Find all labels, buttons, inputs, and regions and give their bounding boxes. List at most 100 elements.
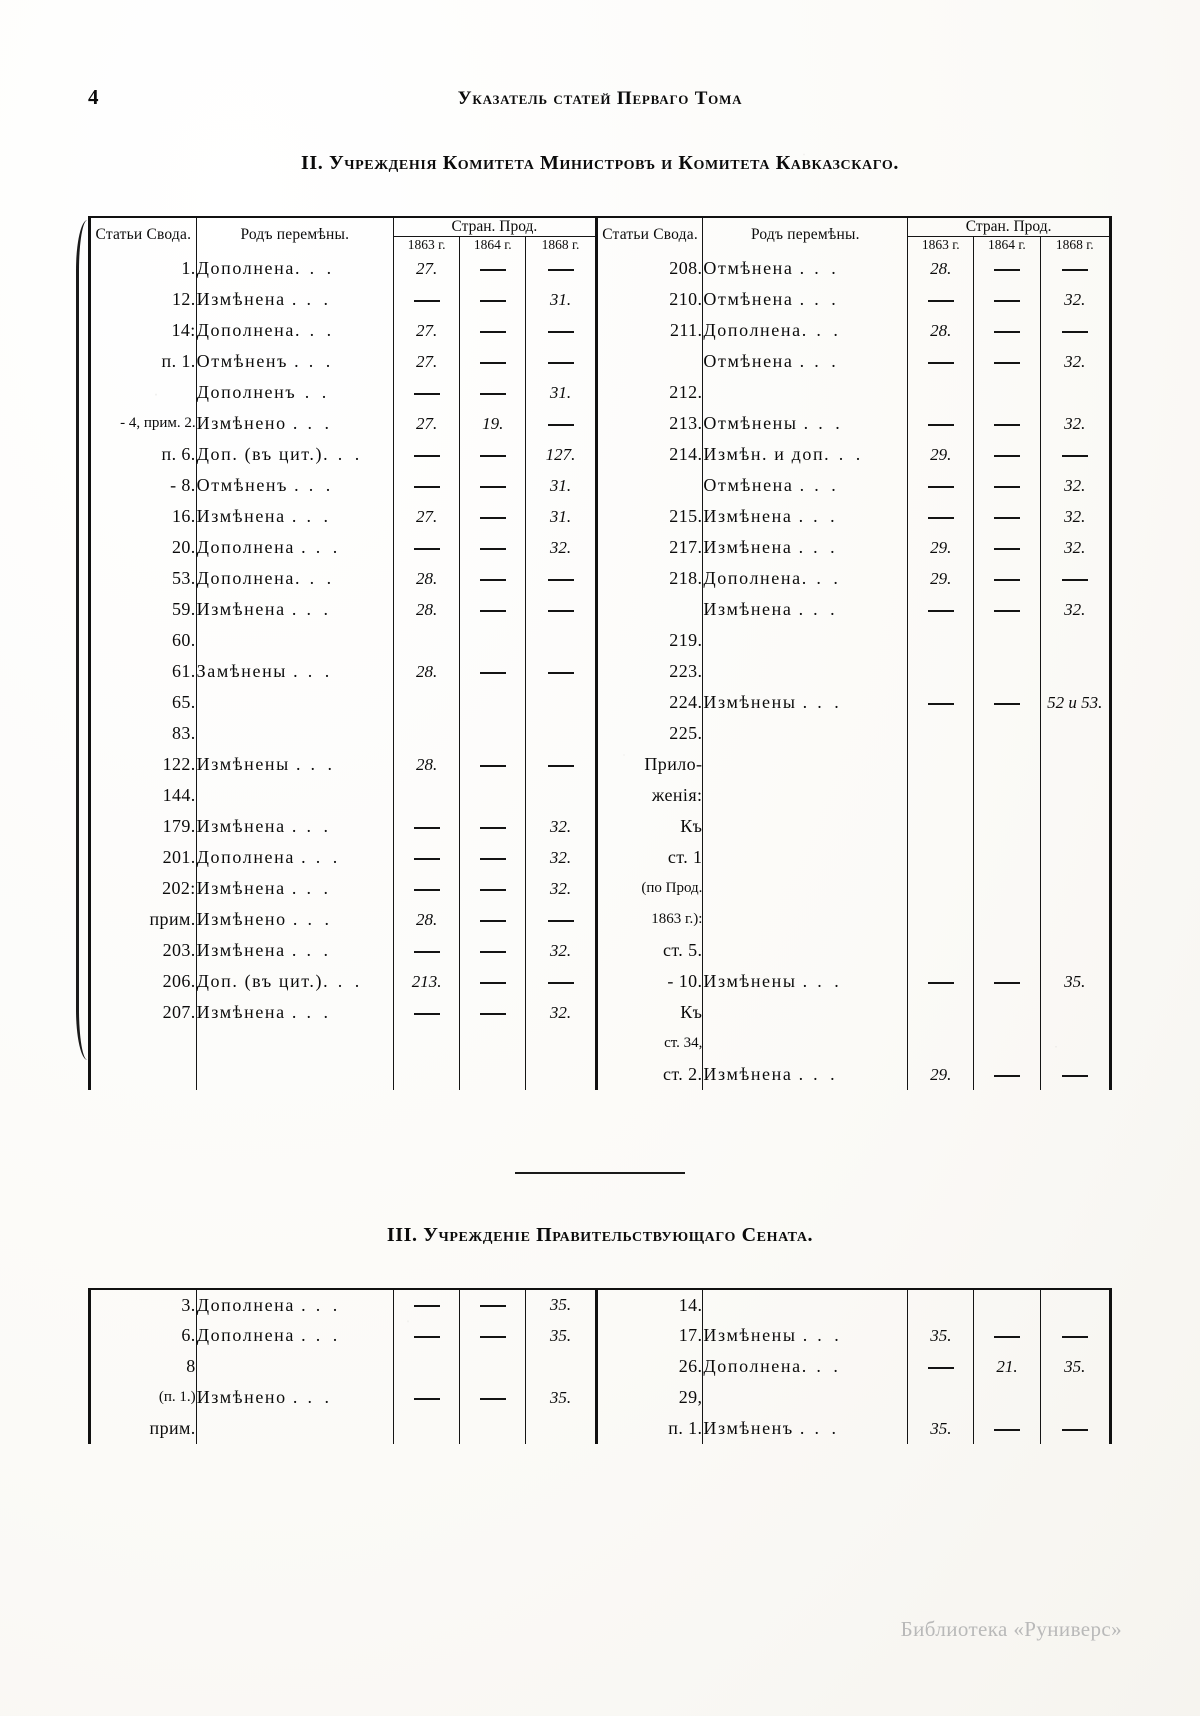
em-dash-rule [413,485,440,488]
cell-change-kind [196,1413,395,1444]
change-kind-text: Дополнена. [703,320,808,340]
cell-article-number: 83. [88,718,197,749]
cell-article-number: 26. [594,1351,704,1382]
change-kind-text: Измѣнена . [196,1002,298,1022]
cell-article-number [594,594,704,625]
table-row: 6. Дополнена . . . 35. 17. Измѣнены . . . 35. [88,1320,1113,1351]
change-kind-text: Доп. (въ цит.). [196,444,330,464]
cell-page-number [459,718,527,749]
table-row: прим. п. 1. Измѣненъ . . . 35. [88,1413,1113,1444]
cell-page-number: 32. [525,811,598,842]
cell-change-kind [702,873,909,904]
page-number: 4 [88,85,99,109]
cell-article-number: 208. [594,253,704,284]
header-pages-left: Стран. Прод. [393,217,598,237]
em-dash-rule [479,330,506,333]
em-dash-rule [413,888,440,891]
table-row: 14: Дополнена. . . 27. 211. Дополнена. . . 28… [88,315,1112,346]
leader-dots: . . [298,1387,333,1407]
table-row: п. 1. Отмѣненъ . . . 27. Отмѣнена . . . 32. [88,346,1112,377]
cell-dash [907,470,975,501]
library-watermark: Библиотека «Руниверс» [900,1617,1122,1641]
leader-dots: . . [830,444,865,464]
em-dash-rule [927,1366,954,1369]
table-row: прим. Измѣнено . . . 28. 1863 г.): [88,904,1112,935]
em-dash-rule [413,392,440,395]
cell-article-number: 20. [88,532,197,563]
cell-change-kind: Отмѣнены . . . [702,408,909,439]
cell-page-number: 31. [525,470,598,501]
cell-dash [1040,253,1112,284]
header-row-top: Статьи Свода. Родъ перемѣны. Стран. Прод… [88,217,1112,253]
leader-dots: . . [807,568,842,588]
cell-dash [525,408,598,439]
cell-change-kind [702,935,909,966]
em-dash-rule [993,1335,1020,1338]
cell-change-kind [196,687,395,718]
cell-article-number: женія: [594,780,704,811]
cell-page-number [459,1351,527,1382]
cell-article-number: 219. [594,625,704,656]
cell-change-kind: Измѣн. и доп. . . [702,439,909,470]
change-kind-text: Измѣн. и доп. [703,444,831,464]
em-dash-rule [413,857,440,860]
em-dash-rule [547,764,574,767]
cell-article-number: 206. [88,966,197,997]
cell-article-number: 8 [88,1351,197,1382]
cell-article-number: 202: [88,873,197,904]
em-dash-rule [993,578,1020,581]
cell-page-number: 35. [525,1320,598,1351]
cell-change-kind: Дополнена . . . [196,1320,395,1351]
cell-dash [459,935,527,966]
em-dash-rule [547,268,574,271]
cell-page-number [459,1059,527,1090]
cell-page-number [393,687,461,718]
cell-dash [973,253,1041,284]
cell-dash [393,1382,461,1413]
cell-change-kind [196,1351,395,1382]
cell-article-number: 210. [594,284,704,315]
em-dash-rule [993,547,1020,550]
em-dash-rule [927,516,954,519]
cell-dash [459,997,527,1028]
cell-page-number: 32. [1040,346,1112,377]
em-dash-rule [1061,1335,1088,1338]
leader-dots: . . [804,599,839,619]
cell-change-kind: Измѣнены . . . [702,966,909,997]
cell-page-number [393,780,461,811]
leader-dots: . . [300,351,335,371]
change-kind-text: Измѣнена . [196,506,298,526]
cell-dash [459,904,527,935]
cell-page-number: 27. [393,408,461,439]
cell-article-number: 3. [88,1289,197,1320]
table-row: 144. женія: [88,780,1112,811]
cell-article-number: (п. 1.) [88,1382,197,1413]
cell-article-number: 214. [594,439,704,470]
cell-page-number [1040,625,1112,656]
cell-dash [459,1382,527,1413]
cell-page-number: 27. [393,315,461,346]
cell-page-number: 28. [907,315,975,346]
em-dash-rule [993,423,1020,426]
cell-article-number: 59. [88,594,197,625]
cell-dash [459,377,527,408]
table-row: 3. Дополнена . . . 35. 14. [88,1289,1113,1320]
change-kind-text: Дополнена . [196,1294,308,1315]
em-dash-rule [479,454,506,457]
leader-dots: . . [297,878,332,898]
em-dash-rule [993,485,1020,488]
cell-dash [459,253,527,284]
cell-dash [525,594,598,625]
cell-change-kind: Дополнена. . . [196,253,395,284]
table-row: 201. Дополнена . . . 32. ст. 1 [88,842,1112,873]
cell-page-number [907,1382,975,1413]
header-pages-right: Стран. Прод. [907,217,1112,237]
cell-page-number [907,718,975,749]
table-row: - 4, прим. 2. Измѣнено . . . 27. 19. 213. Отм… [88,408,1112,439]
cell-page-number: 28. [393,749,461,780]
cell-article-number: 218. [594,563,704,594]
cell-dash [973,408,1041,439]
cell-change-kind: Измѣнены . . . [702,687,909,718]
cell-dash [393,1320,461,1351]
